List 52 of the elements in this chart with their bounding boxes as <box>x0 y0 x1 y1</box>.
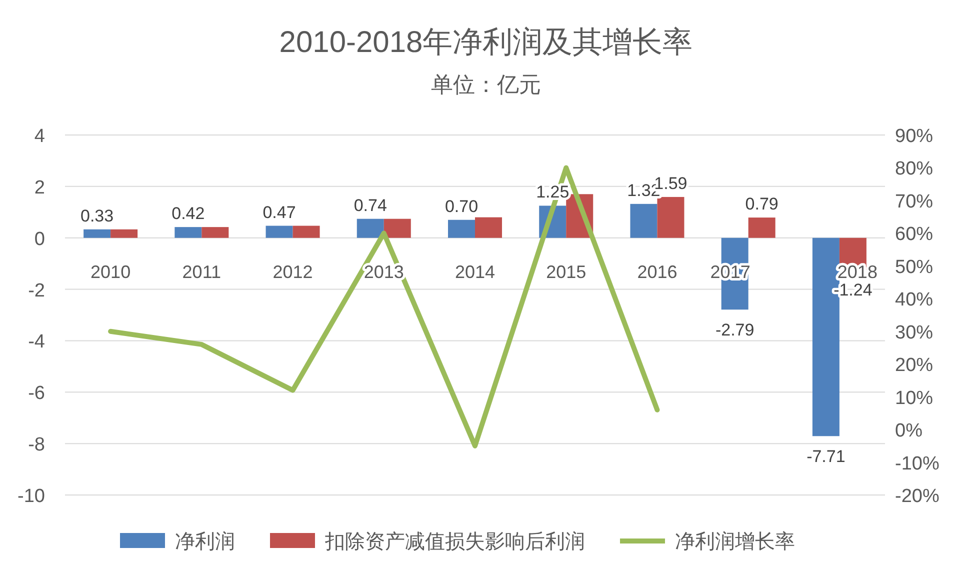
bar <box>110 229 138 238</box>
bar <box>748 218 776 238</box>
bar <box>630 204 658 238</box>
data-label: 0.70 <box>444 196 478 216</box>
y-tick-label: 4 <box>34 126 46 147</box>
data-label: 0.47 <box>262 202 296 222</box>
y-tick-label: -8 <box>28 434 45 456</box>
data-label: 0.33 <box>80 206 114 226</box>
y-tick-label: 2 <box>34 177 45 198</box>
bar <box>448 220 475 238</box>
chart-title: 2010-2018年净利润及其增长率 <box>279 26 693 59</box>
data-label: 0.79 <box>745 194 778 214</box>
y2-tick-label: 60% <box>895 224 934 246</box>
data-label: 0.74 <box>354 196 387 215</box>
legend-label: 净利润 <box>175 531 235 553</box>
x-tick-label: 2012 <box>272 262 313 282</box>
bar <box>174 227 202 238</box>
y2-tick-label: 10% <box>895 388 934 409</box>
bar <box>356 218 384 238</box>
bar <box>84 229 111 238</box>
x-tick-label: 2010 <box>90 262 131 282</box>
data-label: -2.79 <box>715 320 754 340</box>
y-tick-label: 0 <box>34 228 45 250</box>
y2-tick-label: 50% <box>895 256 934 278</box>
bar <box>202 227 229 238</box>
y2-tick-label: -20% <box>895 486 940 507</box>
bar <box>475 217 502 238</box>
x-tick-label: 2015 <box>546 262 586 282</box>
x-tick-label: 2014 <box>454 262 496 282</box>
y2-tick-label: 80% <box>895 158 934 180</box>
y-tick-label: -4 <box>28 332 46 353</box>
data-label: -7.71 <box>806 447 846 466</box>
chart-subtitle: 单位：亿元 <box>431 72 541 97</box>
bar <box>292 226 320 238</box>
y-tick-label: -10 <box>18 486 45 507</box>
x-tick-label: 2016 <box>637 262 678 282</box>
y2-tick-label: 40% <box>895 290 934 311</box>
y-tick-label: -6 <box>28 383 45 404</box>
bar <box>384 218 411 238</box>
data-label: 0.42 <box>172 204 205 224</box>
legend-label: 净利润增长率 <box>675 531 795 553</box>
y2-tick-label: 90% <box>895 126 934 147</box>
bar <box>657 196 684 238</box>
x-tick-label: 2011 <box>182 262 222 282</box>
y2-tick-label: 20% <box>895 355 934 376</box>
y2-tick-label: 0% <box>895 420 923 442</box>
legend-label: 扣除资产减值损失影响后利润 <box>324 531 585 553</box>
y2-tick-label: 70% <box>895 191 934 212</box>
bar <box>266 226 293 238</box>
y2-tick-label: -10% <box>895 453 940 474</box>
y2-tick-label: 30% <box>895 322 934 344</box>
y-tick-label: -2 <box>28 280 45 302</box>
